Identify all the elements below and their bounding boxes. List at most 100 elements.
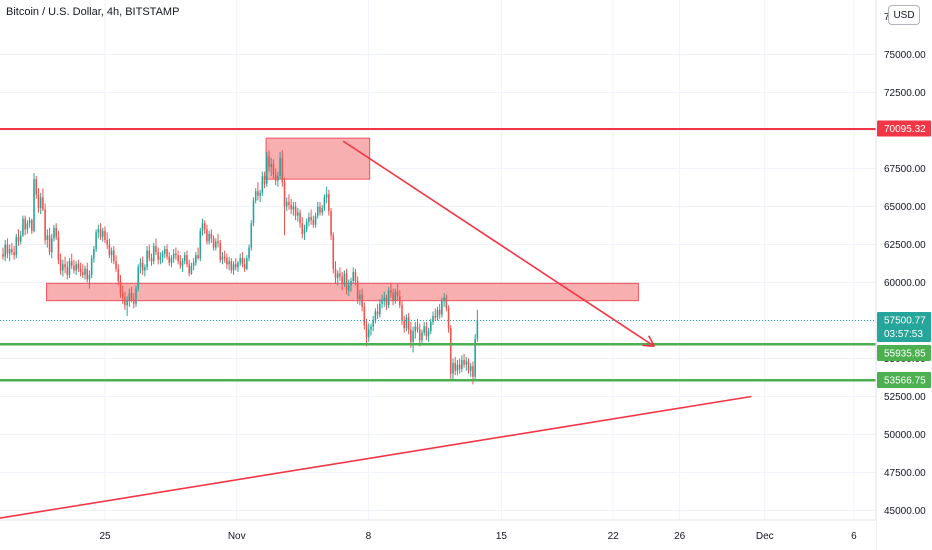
candle-body (210, 233, 213, 239)
candle-body (354, 271, 357, 281)
candle-body (226, 258, 228, 265)
candle-body (474, 338, 476, 377)
candle-body (297, 212, 299, 216)
candle-body (237, 262, 239, 268)
candle-body (434, 315, 437, 318)
candle-body (372, 320, 374, 327)
candle-body (230, 261, 233, 271)
time-axis[interactable]: 25 Nov 8 15 22 26 Dec 6 (0, 519, 876, 550)
candle-body (44, 209, 46, 240)
candle-body (323, 197, 326, 209)
candle-body (365, 325, 368, 338)
currency-button[interactable]: USD (888, 5, 920, 25)
candle-body (148, 250, 151, 259)
candle-body (135, 288, 137, 304)
supply-zone (265, 137, 371, 180)
candle-body (75, 264, 77, 271)
candle-body (132, 299, 135, 304)
candle-body (19, 235, 22, 242)
trendline (342, 140, 655, 348)
candle-body (35, 179, 38, 195)
price-tick-label: 67500.00 (884, 164, 926, 175)
candle-body (46, 235, 49, 240)
price-tick-label: 60000.00 (884, 278, 926, 289)
candle-body (350, 280, 352, 286)
candle-body (190, 265, 193, 274)
candle-body (84, 268, 86, 275)
candle-body (33, 179, 35, 231)
time-axis-bg (0, 520, 876, 550)
candle-body (115, 261, 117, 269)
price-tick-label: 47500.00 (884, 468, 926, 479)
candle-body (279, 157, 281, 177)
candle-body (328, 194, 330, 212)
candle-body (201, 223, 204, 231)
price-tag (877, 372, 931, 388)
candle-body (130, 293, 133, 300)
candle-body (157, 252, 159, 260)
candle-body (301, 223, 304, 234)
candle-body (476, 320, 479, 339)
candle-body (383, 297, 386, 301)
candle-body (24, 218, 26, 230)
candle-body (179, 261, 182, 266)
candle-body (117, 268, 120, 281)
candle-body (452, 363, 454, 374)
candle-body (403, 320, 406, 329)
candle-body (436, 309, 439, 318)
candle-body (461, 360, 463, 370)
candle-body (292, 206, 295, 210)
candle-body (248, 247, 250, 259)
candle-body (367, 329, 370, 338)
candle-body (90, 258, 93, 275)
candle-body (39, 197, 42, 209)
candle-body (259, 192, 261, 196)
candlestick-series (2, 150, 479, 385)
price-axis[interactable]: 45000.0047500.0050000.0052500.0055000.00… (875, 0, 932, 550)
candle-body (407, 317, 410, 330)
candle-body (137, 267, 140, 289)
candle-body (86, 268, 89, 280)
candle-body (405, 317, 408, 329)
candle-body (430, 322, 432, 332)
candle-body (228, 261, 230, 265)
candle-body (290, 204, 292, 210)
candle-body (99, 229, 102, 237)
candle-body (197, 255, 199, 259)
candle-body (299, 212, 301, 224)
candle-body (192, 262, 195, 266)
price-tick-label: 52500.00 (884, 392, 926, 403)
candle-body (412, 331, 414, 342)
candle-body (181, 261, 184, 266)
candle-body (37, 194, 40, 209)
chart-title: Bitcoin / U.S. Dollar, 4h, BITSTAMP (6, 6, 180, 18)
candle-body (467, 361, 470, 371)
candle-body (398, 296, 401, 306)
candle-body (62, 264, 64, 271)
candle-body (17, 236, 20, 242)
candle-body (8, 249, 11, 254)
candle-body (441, 300, 443, 315)
candle-body (325, 194, 328, 198)
candle-body (239, 258, 241, 263)
candle-body (186, 255, 188, 265)
candle-body (4, 244, 7, 257)
trendlines (0, 140, 752, 519)
trendline (0, 395, 752, 519)
candle-body (356, 280, 359, 300)
candle-body (265, 156, 268, 184)
candle-body (64, 264, 66, 268)
candle-body (206, 229, 208, 242)
candle-body (330, 211, 332, 236)
price-tick-label: 65000.00 (884, 202, 926, 213)
price-tick-label: 45000.00 (884, 506, 926, 517)
candle-body (144, 267, 146, 271)
candle-body (312, 220, 315, 225)
trendline-arrowhead (642, 344, 655, 348)
chart-grid (0, 0, 876, 520)
candle-body (79, 268, 82, 272)
candle-body (195, 255, 197, 263)
price-zones (46, 137, 639, 302)
candle-body (359, 294, 361, 300)
